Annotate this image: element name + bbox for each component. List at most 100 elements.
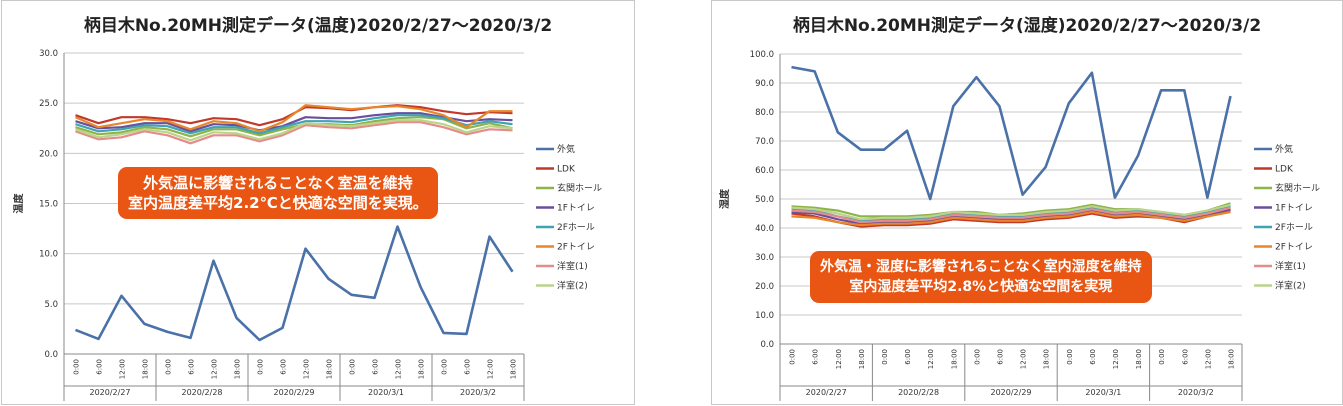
- y-tick-label: 30.0: [755, 253, 774, 263]
- x-tick-label: 18:00: [1043, 349, 1051, 369]
- legend-entry: 外気: [557, 143, 575, 155]
- x-tick-label: 6:00: [280, 359, 288, 375]
- date-group-label: 2020/3/1: [1085, 388, 1121, 397]
- series-line-5: [75, 114, 513, 135]
- y-tick-label: 40.0: [755, 224, 774, 234]
- series-line-7: [791, 206, 1231, 224]
- legend-entry: 玄関ホール: [1275, 182, 1320, 194]
- y-tick-label: 90.0: [755, 79, 774, 89]
- x-tick-label: 6:00: [464, 359, 472, 375]
- x-tick-label: 6:00: [96, 359, 104, 375]
- legend-entry: 洋室(2): [557, 280, 588, 292]
- x-tick-label: 12:00: [395, 359, 403, 379]
- legend-entry: 1Fトイレ: [1275, 204, 1313, 214]
- x-tick-label: 0:00: [973, 349, 981, 365]
- annotation-line-1: 外気温に影響されることなく室温を維持: [143, 174, 413, 192]
- date-group-label: 2020/2/27: [806, 388, 847, 397]
- series-line-6: [75, 104, 513, 133]
- x-tick-label: 0:00: [257, 359, 265, 375]
- date-group-label: 2020/2/29: [990, 388, 1031, 397]
- y-tick-label: 50.0: [755, 195, 774, 205]
- date-group-label: 2020/2/28: [898, 388, 939, 397]
- y-tick-label: 0.0: [44, 350, 58, 360]
- humidity-chart: 柄目木No.20MH測定データ(湿度)2020/2/27～2020/3/2 0.…: [718, 15, 1320, 401]
- x-tick-label: 12:00: [1112, 349, 1120, 369]
- x-tick-label: 0:00: [73, 359, 81, 375]
- x-tick-label: 12:00: [119, 359, 127, 379]
- date-group-label: 2020/2/27: [89, 388, 130, 397]
- date-group-label: 2020/2/29: [273, 388, 314, 397]
- x-tick-label: 0:00: [789, 349, 797, 365]
- x-tick-label: 18:00: [418, 359, 426, 379]
- legend-entry: 外気: [1275, 143, 1293, 155]
- x-tick-label: 0:00: [1158, 349, 1166, 365]
- annotation-callout: 外気温に影響されることなく室温を維持 室内温度差平均2.2℃と快適な空間を実現。: [118, 167, 438, 219]
- series-line-3: [75, 116, 513, 138]
- series-line-1: [75, 225, 514, 342]
- legend-entry: 2Fホール: [1275, 222, 1313, 233]
- x-tick-label: 18:00: [858, 349, 866, 369]
- legend-entry: 洋室(1): [1275, 260, 1306, 272]
- y-axis-label: 湿度: [718, 188, 731, 209]
- legend-entry: 洋室(2): [1275, 280, 1306, 292]
- x-tick-label: 0:00: [349, 359, 357, 375]
- legend-entry: 2Fトイレ: [1275, 243, 1313, 253]
- y-tick-label: 20.0: [39, 149, 58, 159]
- y-axis-label: 温度: [12, 193, 25, 214]
- x-tick-label: 18:00: [1227, 349, 1235, 369]
- x-tick-label: 12:00: [303, 359, 311, 379]
- series-line-6: [791, 210, 1231, 227]
- x-tick-label: 12:00: [1204, 349, 1212, 369]
- annotation-callout: 外気温・湿度に影響されることなく室内湿度を維持 室内湿度差平均2.8%と快適な空…: [810, 251, 1152, 303]
- series-line-5: [791, 205, 1231, 222]
- date-group-label: 2020/3/2: [1178, 388, 1214, 397]
- x-tick-label: 6:00: [188, 359, 196, 375]
- x-tick-label: 6:00: [904, 349, 912, 365]
- x-tick-label: 6:00: [1089, 349, 1097, 365]
- date-group-label: 2020/2/28: [181, 388, 222, 397]
- humidity-chart-panel: 柄目木No.20MH測定データ(湿度)2020/2/27～2020/3/2 0.…: [711, 0, 1343, 405]
- x-tick-label: 0:00: [1066, 349, 1074, 365]
- y-tick-label: 60.0: [755, 166, 774, 176]
- x-tick-label: 0:00: [881, 349, 889, 365]
- x-tick-label: 6:00: [996, 349, 1004, 365]
- series-line-4: [791, 208, 1231, 225]
- legend-entry: 2Fホール: [557, 222, 595, 233]
- date-group-label: 2020/3/2: [460, 388, 496, 397]
- legend-entry: 玄関ホール: [557, 182, 602, 194]
- y-tick-label: 10.0: [755, 311, 774, 321]
- x-tick-label: 6:00: [812, 349, 820, 365]
- y-tick-label: 70.0: [755, 137, 774, 147]
- y-tick-label: 5.0: [44, 300, 58, 310]
- x-tick-label: 18:00: [234, 359, 242, 379]
- x-tick-label: 18:00: [950, 349, 958, 369]
- y-tick-label: 0.0: [760, 340, 774, 350]
- x-tick-label: 12:00: [835, 349, 843, 369]
- x-tick-label: 12:00: [1020, 349, 1028, 369]
- annotation-line-2: 室内湿度差平均2.8%と快適な空間を実現: [849, 279, 1113, 295]
- y-tick-label: 15.0: [39, 200, 58, 210]
- x-tick-label: 0:00: [165, 359, 173, 375]
- x-tick-label: 18:00: [326, 359, 334, 379]
- legend-entry: 2Fトイレ: [557, 243, 595, 253]
- temperature-chart: 柄目木No.20MH測定データ(温度)2020/2/27～2020/3/2 0.…: [12, 15, 602, 401]
- y-tick-label: 10.0: [39, 250, 58, 260]
- x-tick-label: 0:00: [441, 359, 449, 375]
- legend-entry: 洋室(1): [557, 260, 588, 272]
- y-tick-label: 80.0: [755, 108, 774, 118]
- y-tick-label: 25.0: [39, 99, 58, 109]
- x-tick-label: 18:00: [1135, 349, 1143, 369]
- x-tick-label: 12:00: [211, 359, 219, 379]
- series-line-8: [791, 203, 1231, 221]
- y-tick-label: 100.0: [750, 50, 774, 60]
- x-tick-label: 18:00: [510, 359, 518, 379]
- x-tick-label: 18:00: [142, 359, 150, 379]
- chart-title: 柄目木No.20MH測定データ(湿度)2020/2/27～2020/3/2: [793, 15, 1261, 36]
- temperature-chart-panel: 柄目木No.20MH測定データ(温度)2020/2/27～2020/3/2 0.…: [1, 0, 635, 405]
- x-tick-label: 6:00: [372, 359, 380, 375]
- y-tick-label: 30.0: [39, 49, 58, 59]
- annotation-line-1: 外気温・湿度に影響されることなく室内湿度を維持: [820, 259, 1142, 275]
- series-line-8: [75, 119, 513, 142]
- series-line-7: [75, 121, 513, 145]
- x-tick-label: 12:00: [927, 349, 935, 369]
